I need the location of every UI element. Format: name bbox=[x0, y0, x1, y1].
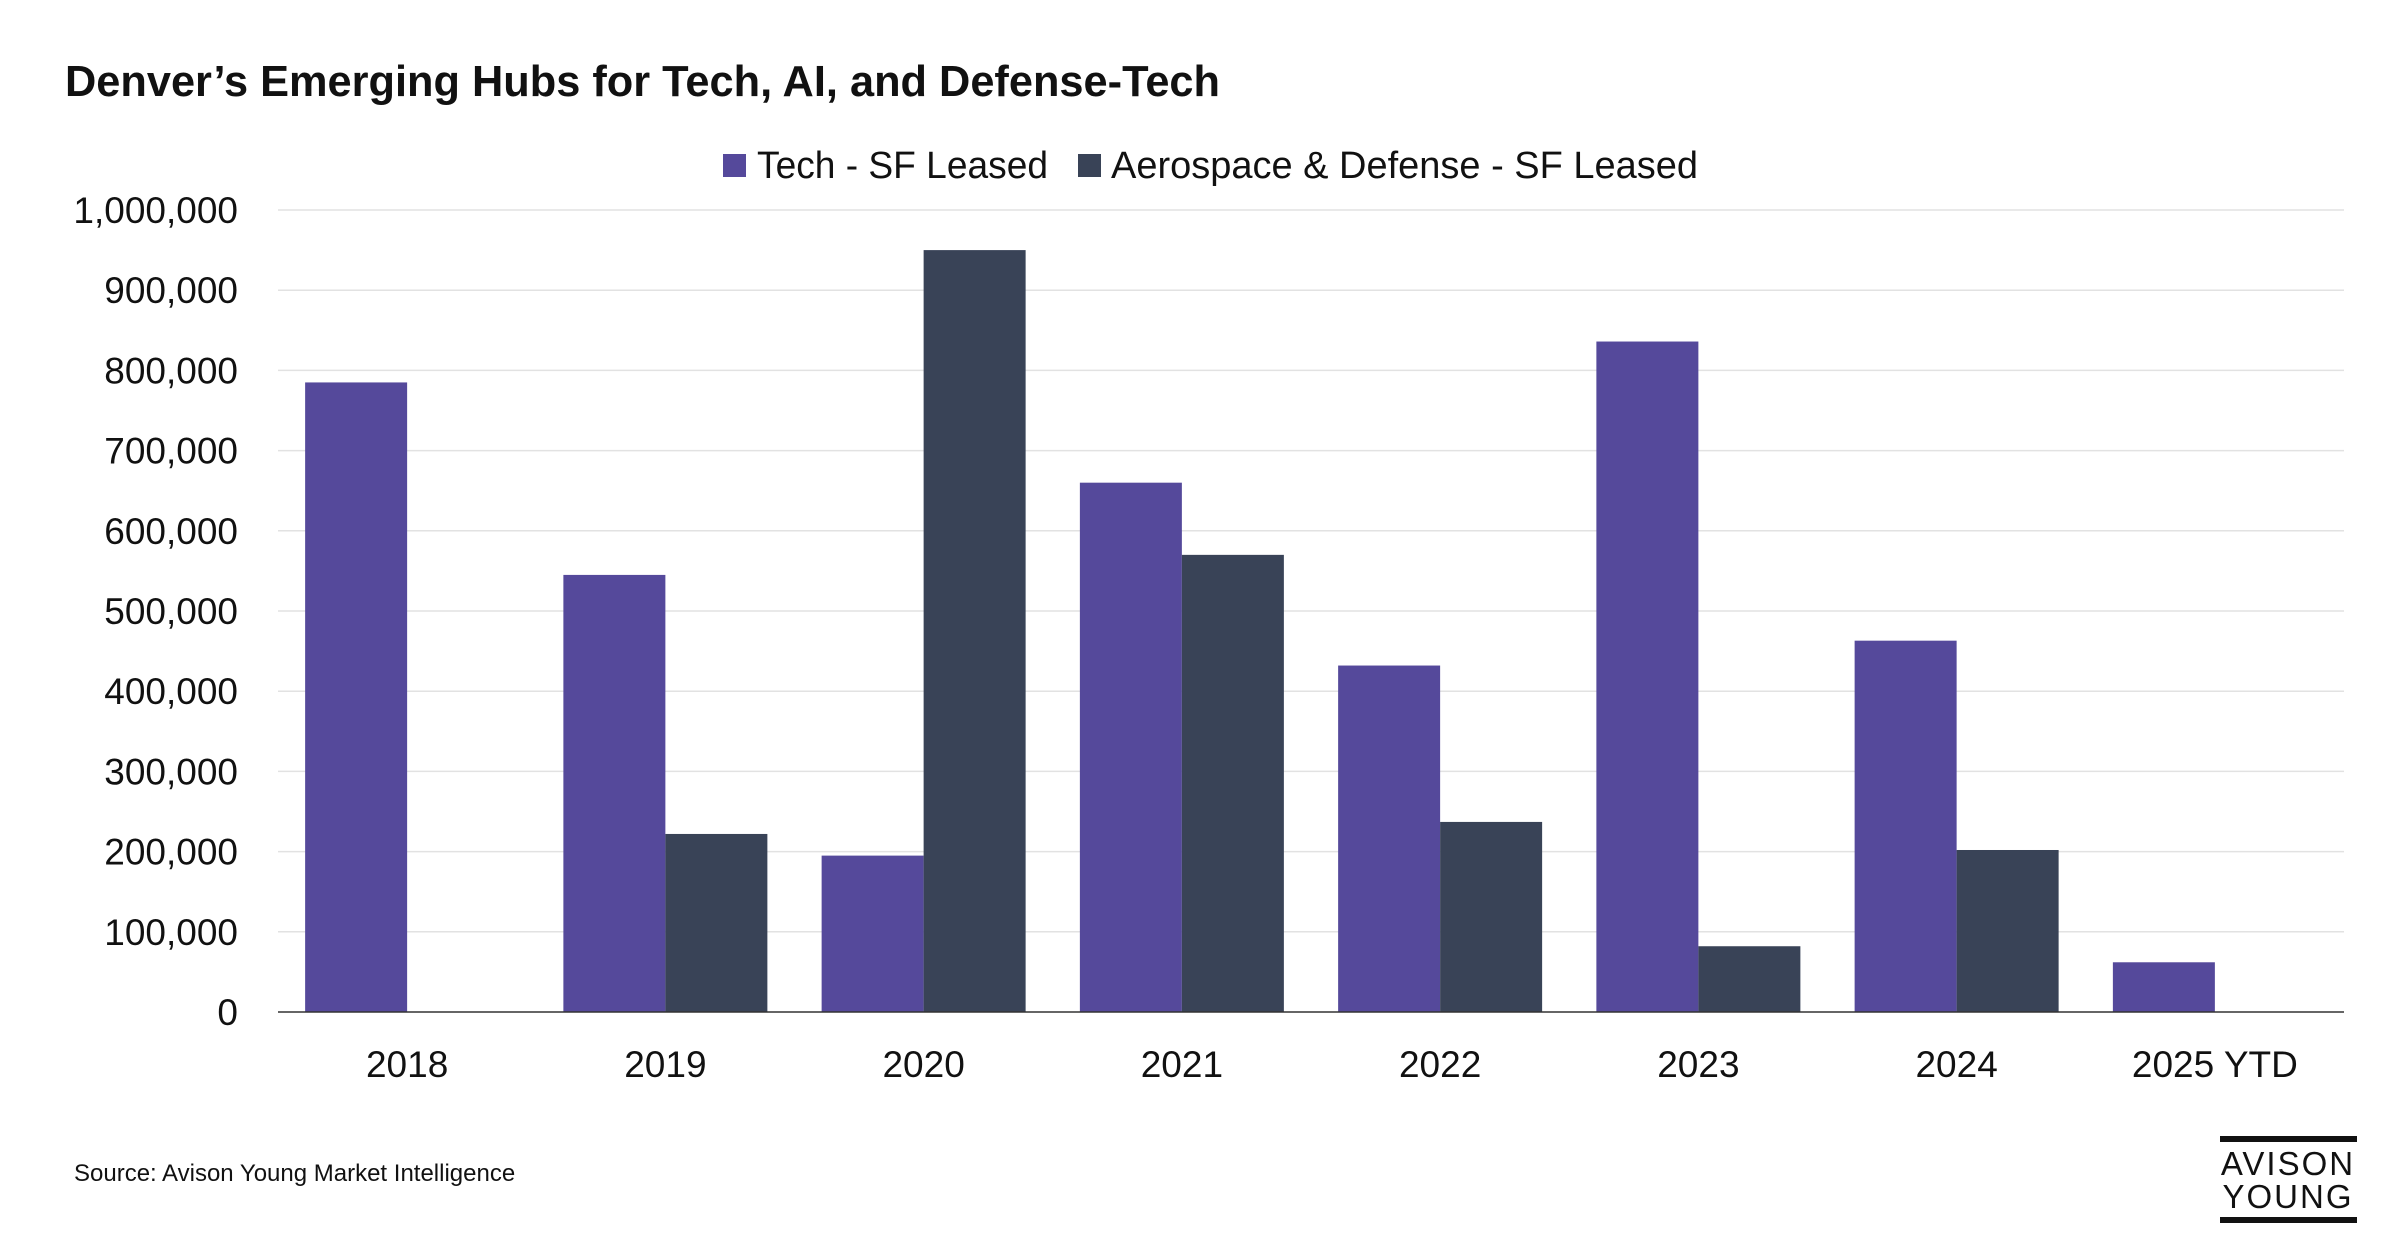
y-tick-label: 100,000 bbox=[104, 912, 238, 953]
legend-swatch-aerospace-defense bbox=[1078, 154, 1101, 177]
legend-label-tech: Tech - SF Leased bbox=[757, 145, 1048, 187]
legend: Tech - SF Leased Aerospace & Defense - S… bbox=[723, 145, 1698, 187]
y-tick-label: 1,000,000 bbox=[73, 190, 238, 231]
y-tick-label: 300,000 bbox=[104, 751, 238, 792]
bar-tech-2025-ytd bbox=[2112, 962, 2215, 1012]
source-note: Source: Avison Young Market Intelligence bbox=[74, 1160, 515, 1187]
avison-young-logo: AVISON YOUNG bbox=[2220, 1136, 2357, 1223]
y-tick-label: 0 bbox=[217, 992, 238, 1033]
logo-top-bar bbox=[2220, 1136, 2357, 1142]
bar-tech-2023 bbox=[1596, 341, 1699, 1012]
y-tick-label: 200,000 bbox=[104, 832, 238, 873]
bar-tech-2021 bbox=[1079, 482, 1182, 1012]
x-tick-label: 2024 bbox=[1915, 1044, 1997, 1085]
y-axis-ticks: 0 100,000 200,000 300,000 400,000 500,000 600,… bbox=[73, 190, 238, 1033]
bar-aerospace-defense-2019 bbox=[665, 833, 768, 1012]
x-axis-ticks: 2018 2019 2020 2021 2022 2023 2024 2025 YTD bbox=[366, 1044, 2298, 1085]
x-tick-label: 2021 bbox=[1141, 1044, 1223, 1085]
bar-tech-2020 bbox=[821, 855, 924, 1012]
y-tick-label: 600,000 bbox=[104, 511, 238, 552]
bar-tech-2019 bbox=[563, 574, 666, 1012]
logo-text-line1: AVISON bbox=[2221, 1145, 2355, 1182]
x-tick-label: 2018 bbox=[366, 1044, 448, 1085]
bar-aerospace-defense-2023 bbox=[1698, 946, 1801, 1012]
bar-aerospace-defense-2020 bbox=[923, 250, 1026, 1013]
chart-title: Denver’s Emerging Hubs for Tech, AI, and… bbox=[65, 57, 1220, 106]
bars bbox=[305, 250, 2215, 1013]
x-tick-label: 2019 bbox=[624, 1044, 706, 1085]
bar-tech-2024 bbox=[1854, 640, 1957, 1012]
y-tick-label: 700,000 bbox=[104, 431, 238, 472]
y-tick-label: 400,000 bbox=[104, 671, 238, 712]
logo-bottom-bar bbox=[2220, 1217, 2357, 1223]
bar-tech-2022 bbox=[1338, 665, 1441, 1012]
legend-swatch-tech bbox=[723, 154, 746, 177]
x-tick-label: 2025 YTD bbox=[2132, 1044, 2298, 1085]
x-tick-label: 2022 bbox=[1399, 1044, 1481, 1085]
bar-aerospace-defense-2021 bbox=[1181, 554, 1284, 1012]
bar-aerospace-defense-2022 bbox=[1440, 821, 1543, 1012]
y-tick-label: 500,000 bbox=[104, 591, 238, 632]
y-tick-label: 800,000 bbox=[104, 350, 238, 391]
x-tick-label: 2023 bbox=[1657, 1044, 1739, 1085]
y-tick-label: 900,000 bbox=[104, 270, 238, 311]
legend-label-aerospace-defense: Aerospace & Defense - SF Leased bbox=[1111, 145, 1698, 187]
x-tick-label: 2020 bbox=[882, 1044, 964, 1085]
bar-tech-2018 bbox=[305, 382, 408, 1012]
logo-text-line2: YOUNG bbox=[2222, 1178, 2353, 1215]
bar-aerospace-defense-2024 bbox=[1956, 849, 2059, 1012]
